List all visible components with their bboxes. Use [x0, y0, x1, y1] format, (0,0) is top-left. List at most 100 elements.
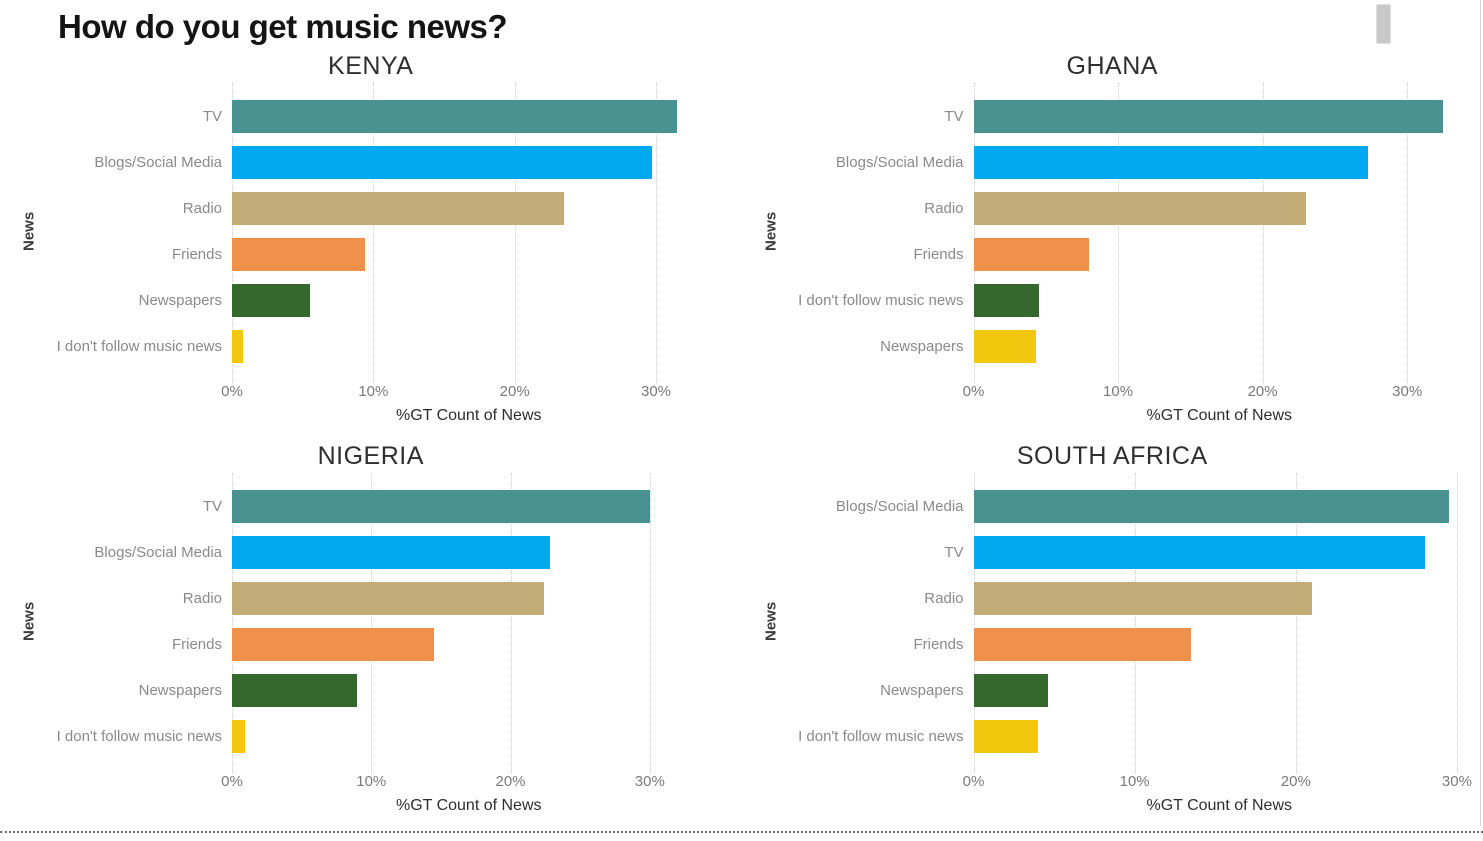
gridline: [373, 83, 375, 383]
y-axis-title: News: [20, 211, 38, 251]
category-label: Radio: [924, 589, 964, 607]
bar[interactable]: [232, 673, 358, 707]
bar[interactable]: [232, 329, 244, 363]
x-tick-label: 10%: [358, 383, 389, 400]
x-tick-label: 0%: [221, 773, 243, 790]
category-label: Friends: [913, 635, 964, 653]
bar[interactable]: [973, 99, 1444, 133]
bar-row: [232, 483, 706, 529]
x-tick-label: 20%: [1247, 383, 1278, 400]
chart-title: KENYA: [328, 52, 414, 80]
bar[interactable]: [973, 237, 1090, 271]
gridline: [232, 83, 233, 383]
x-tick-label: 0%: [962, 383, 985, 400]
x-tick-label: 0%: [221, 383, 243, 400]
x-tick-label: 10%: [1119, 773, 1150, 790]
bar-row: [973, 231, 1466, 277]
category-label: Friends: [171, 635, 222, 653]
x-axis-title: %GT Count of News: [1146, 797, 1293, 814]
bar[interactable]: [973, 145, 1369, 179]
bar[interactable]: [973, 581, 1312, 615]
category-label: Blogs/Social Media: [94, 543, 222, 561]
x-tick-label: 30%: [1441, 773, 1472, 790]
x-tick-label: 20%: [499, 383, 530, 400]
bar-row: [973, 323, 1466, 369]
bar[interactable]: [973, 535, 1425, 569]
bar-row: [232, 185, 706, 231]
plot-area: [232, 473, 706, 773]
bar-row: [232, 529, 706, 575]
plot-area: [973, 83, 1466, 383]
bar[interactable]: [973, 329, 1036, 363]
y-axis-title: News: [762, 601, 779, 641]
bar-row: [973, 667, 1466, 713]
x-tick-label: 0%: [962, 773, 985, 790]
x-axis-title: %GT Count of News: [395, 407, 542, 424]
gridline: [1118, 83, 1120, 383]
category-label: Blogs/Social Media: [94, 153, 222, 171]
x-tick-label: 30%: [1392, 383, 1423, 400]
gridline: [1134, 473, 1136, 773]
category-label: Friends: [171, 245, 222, 263]
bar-row: [232, 667, 706, 713]
category-label: Radio: [182, 589, 222, 607]
gridline: [1407, 83, 1409, 383]
right-border-line: [1480, 0, 1481, 826]
category-label: Newspapers: [138, 291, 222, 309]
bar-row: [232, 277, 706, 323]
bar-row: [973, 185, 1466, 231]
x-axis-title: %GT Count of News: [395, 797, 542, 814]
bar-row: [973, 621, 1466, 667]
category-label: I don't follow music news: [798, 727, 964, 745]
gridline: [1262, 83, 1264, 383]
category-label: TV: [944, 107, 964, 125]
bar-row: [232, 621, 706, 667]
bar[interactable]: [232, 535, 550, 569]
bar[interactable]: [232, 489, 650, 523]
x-axis-ticks: 0% 10% 20% 30%: [221, 383, 706, 405]
bar[interactable]: [232, 99, 678, 133]
chart-ghana: GHANA News TV Blogs/Social Media Radio Frie…: [742, 48, 1483, 438]
bar[interactable]: [973, 283, 1039, 317]
gridline: [649, 473, 651, 773]
category-label: Friends: [913, 245, 964, 263]
bar[interactable]: [232, 719, 245, 753]
bar[interactable]: [973, 191, 1306, 225]
chart-title: GHANA: [1066, 52, 1158, 80]
x-axis-title: %GT Count of News: [1146, 407, 1293, 424]
y-axis-title: News: [762, 211, 779, 251]
bar-row: [973, 93, 1466, 139]
bar-row: [232, 231, 706, 277]
x-tick-label: 10%: [356, 773, 387, 790]
category-label: Radio: [924, 199, 964, 217]
gridline: [514, 83, 516, 383]
category-label: TV: [202, 107, 222, 125]
gridline: [510, 473, 512, 773]
bar[interactable]: [232, 581, 544, 615]
bar[interactable]: [232, 627, 434, 661]
category-label: Radio: [182, 199, 222, 217]
bar[interactable]: [232, 283, 310, 317]
gridline: [1456, 473, 1458, 773]
chart-kenya: KENYA News TV Blogs/Social Media Radio Frie…: [0, 48, 742, 438]
bar[interactable]: [973, 627, 1192, 661]
chart-title: SOUTH AFRICA: [1016, 442, 1208, 470]
x-tick-label: 20%: [495, 773, 526, 790]
bar-row: [232, 93, 706, 139]
bar[interactable]: [232, 191, 565, 225]
category-label: Blogs/Social Media: [835, 153, 964, 171]
category-labels: TV Blogs/Social Media Radio Friends Newspape…: [42, 473, 232, 815]
gridline: [232, 473, 233, 773]
bar[interactable]: [973, 719, 1038, 753]
bar[interactable]: [973, 673, 1048, 707]
scrollbar-thumb[interactable]: [1376, 4, 1391, 44]
bar-row: [973, 277, 1466, 323]
y-axis-title: News: [20, 601, 38, 641]
bar-row: [232, 139, 706, 185]
bar[interactable]: [973, 489, 1449, 523]
x-tick-label: 30%: [641, 383, 672, 400]
gridline: [973, 473, 975, 773]
bar[interactable]: [232, 145, 652, 179]
bar[interactable]: [232, 237, 365, 271]
